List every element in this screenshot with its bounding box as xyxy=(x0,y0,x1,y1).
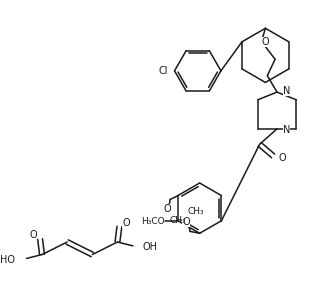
Text: H₃CO: H₃CO xyxy=(141,217,165,226)
Text: O: O xyxy=(122,218,130,228)
Text: OH: OH xyxy=(142,242,158,252)
Text: CH₃: CH₃ xyxy=(187,207,204,216)
Text: O: O xyxy=(279,153,287,163)
Text: CH₃: CH₃ xyxy=(170,216,186,225)
Text: N: N xyxy=(283,125,290,135)
Text: Cl: Cl xyxy=(158,66,168,76)
Text: O: O xyxy=(163,204,171,214)
Text: N: N xyxy=(283,86,290,96)
Text: O: O xyxy=(182,217,190,227)
Text: HO: HO xyxy=(0,255,15,265)
Text: O: O xyxy=(262,37,269,47)
Text: O: O xyxy=(30,230,37,240)
